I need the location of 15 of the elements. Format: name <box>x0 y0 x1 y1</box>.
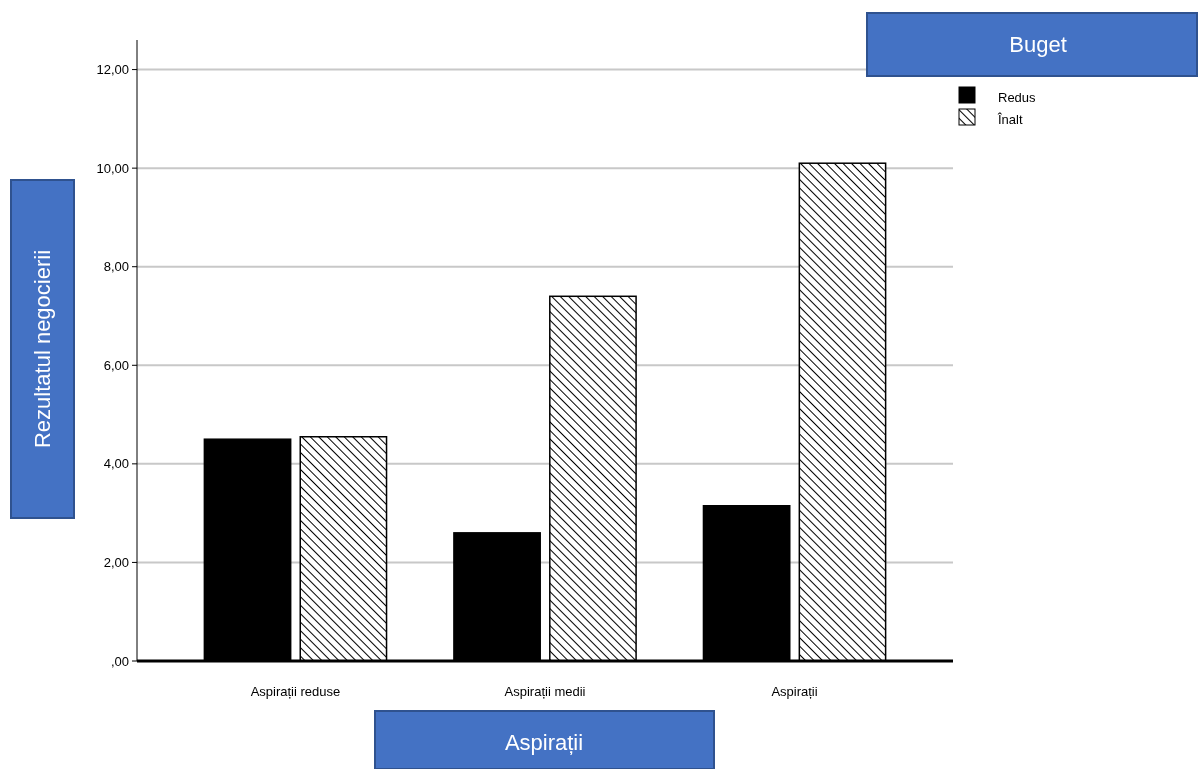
x-axis-title: Aspirații <box>504 729 584 755</box>
y-tick-label: 2,00 <box>103 554 129 570</box>
y-tick-label: 8,00 <box>103 259 129 275</box>
x-tick-label: Aspirații medii <box>504 684 586 699</box>
legend-title: Buget <box>1009 31 1067 57</box>
y-axis-title: Rezultatul negocierii <box>29 249 55 449</box>
y-tick-label: 6,00 <box>103 357 129 373</box>
legend-label: Redus <box>998 90 1037 105</box>
y-tick-label: ,00 <box>110 653 129 669</box>
y-tick-label: 10,00 <box>96 160 129 176</box>
legend-label: Înalt <box>997 112 1023 127</box>
y-tick-label: 12,00 <box>96 62 129 78</box>
y-tick-label: 4,00 <box>103 456 129 472</box>
x-tick-label: Aspirații reduse <box>250 684 341 699</box>
x-tick-label: Aspirații <box>771 684 818 699</box>
